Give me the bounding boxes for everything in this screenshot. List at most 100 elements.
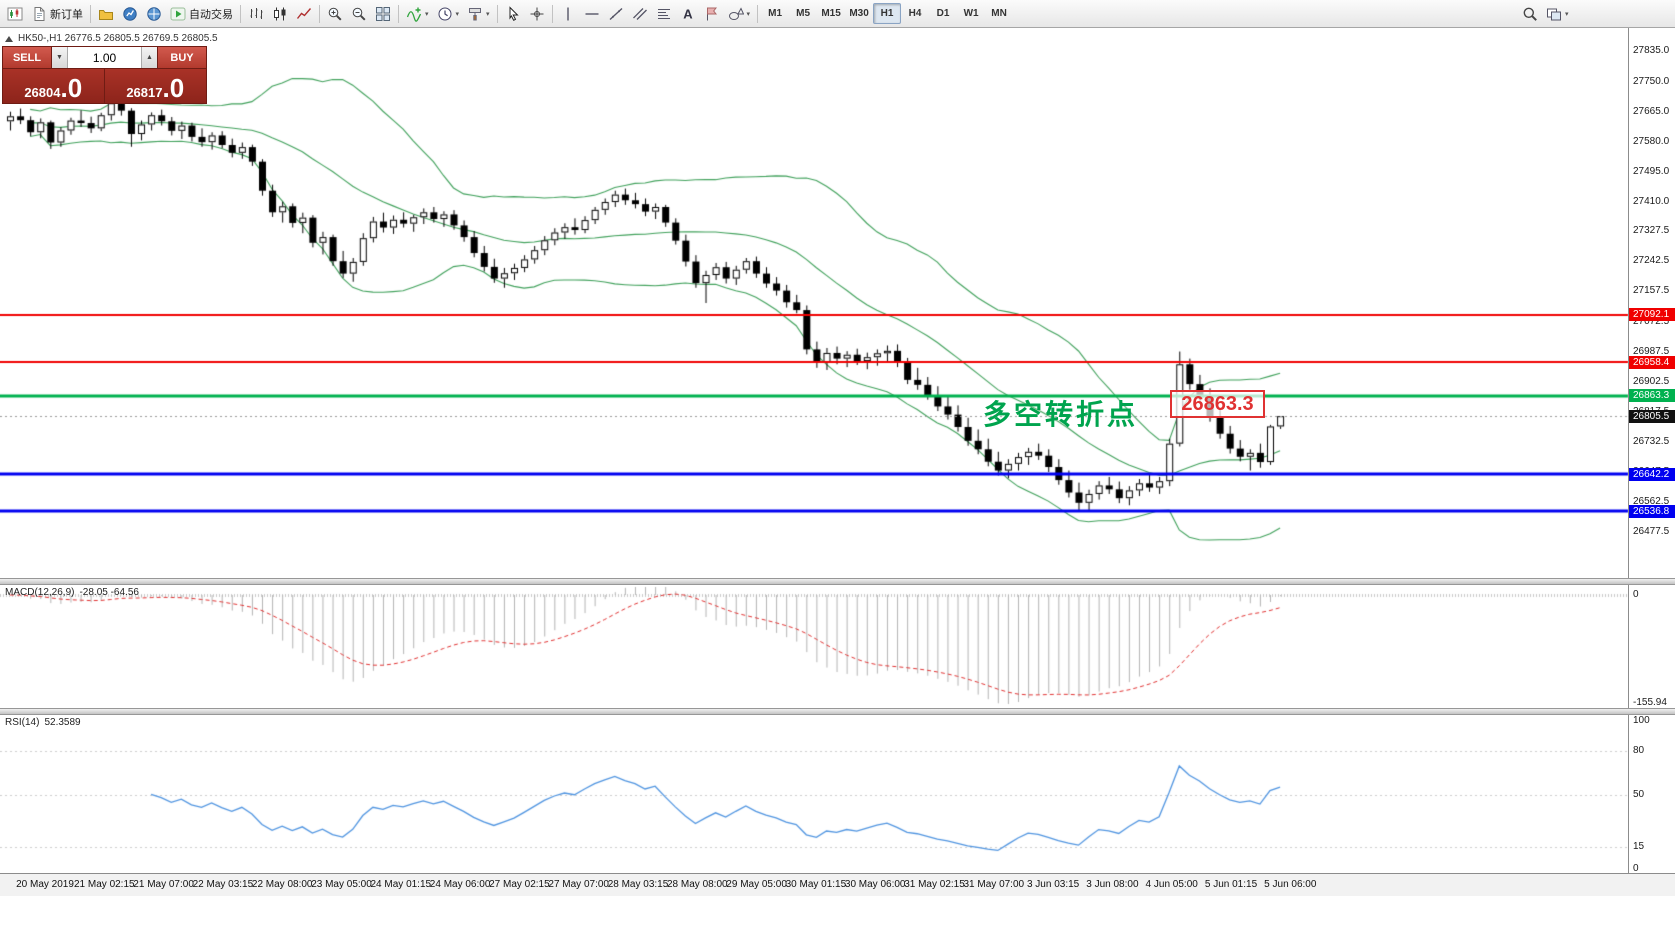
channel-tool-button[interactable] xyxy=(628,2,652,26)
dropdown-caret-icon: ▾ xyxy=(455,10,460,18)
channel-icon xyxy=(632,6,648,22)
new-order-button[interactable]: 新订单 xyxy=(27,2,87,26)
sell-button[interactable]: SELL xyxy=(3,47,52,68)
rsi-axis-label: 0 xyxy=(1633,863,1639,874)
window-layout-button[interactable]: ▾ xyxy=(1542,2,1573,26)
sell-price-main: 26804 xyxy=(24,85,61,100)
time-axis[interactable]: 20 May 2019 21 May 02:15 21 May 07:00 22 Ma… xyxy=(0,873,1675,896)
rsi-axis-label: 100 xyxy=(1633,715,1650,726)
profiles-folder-icon xyxy=(98,6,114,22)
pane-divider-rsi[interactable] xyxy=(0,708,1675,715)
zoom-out-button[interactable] xyxy=(347,2,371,26)
macd-values: -28.05 -64.56 xyxy=(79,587,139,598)
new-order-icon xyxy=(31,6,47,22)
new-chart-icon xyxy=(7,6,23,22)
time-axis-label: 30 May 06:00 xyxy=(844,879,906,890)
price-axis[interactable]: 27835.0 27750.0 27665.0 27580.0 27495.0 27410… xyxy=(1629,28,1675,896)
tile-windows-icon xyxy=(375,6,391,22)
navigator-icon xyxy=(146,6,162,22)
zoom-in-icon xyxy=(327,6,343,22)
new-chart-button[interactable] xyxy=(3,2,27,26)
timeframe-m1-button[interactable]: M1 xyxy=(768,8,783,19)
templates-button[interactable]: ▾ xyxy=(463,2,494,26)
volume-input[interactable] xyxy=(68,47,141,68)
label-flag-icon xyxy=(704,6,720,22)
time-axis-label: 5 Jun 01:15 xyxy=(1204,879,1258,890)
buy-price[interactable]: 26817 .0 xyxy=(104,69,206,103)
zoom-out-icon xyxy=(351,6,367,22)
window-layout-icon xyxy=(1546,6,1562,22)
profiles-button[interactable] xyxy=(94,2,118,26)
price-axis-tick: 26902.5 xyxy=(1633,375,1670,387)
timeframe-h4-button[interactable]: H4 xyxy=(908,8,922,19)
price-axis-tick: 27495.0 xyxy=(1633,165,1670,177)
main-toolbar: 新订单 自动交易 xyxy=(0,0,1675,28)
autotrading-button[interactable]: 自动交易 xyxy=(166,2,237,26)
bar-chart-mode-button[interactable] xyxy=(244,2,268,26)
timeframe-m5-button[interactable]: M5 xyxy=(796,8,811,19)
price-axis-tick: 27242.5 xyxy=(1633,255,1670,267)
timeframe-mn-button[interactable]: MN xyxy=(991,8,1007,19)
text-tool-button[interactable]: A xyxy=(676,2,700,26)
chart-canvas[interactable] xyxy=(0,28,1675,950)
time-axis-label: 27 May 07:00 xyxy=(548,879,609,890)
price-axis-tick: 27327.5 xyxy=(1633,225,1670,237)
symbol-search-button[interactable] xyxy=(1518,2,1542,26)
new-order-label: 新订单 xyxy=(50,8,83,21)
horizontal-line-tool-button[interactable] xyxy=(580,2,604,26)
volume-decrease-button[interactable]: ▼ xyxy=(52,47,68,68)
navigator-button[interactable] xyxy=(142,2,166,26)
price-level-badge: 26536.8 xyxy=(1629,504,1675,518)
sell-price[interactable]: 26804 .0 xyxy=(3,69,105,103)
price-axis-tick: 27750.0 xyxy=(1633,75,1670,87)
periods-button[interactable]: ▾ xyxy=(433,2,464,26)
autotrading-play-icon xyxy=(170,6,186,22)
toolbar-separator xyxy=(757,4,759,23)
tile-windows-button[interactable] xyxy=(371,2,395,26)
timeframe-m30-button[interactable]: M30 xyxy=(849,8,869,19)
timeframe-w1-button[interactable]: W1 xyxy=(963,8,979,19)
dropdown-caret-icon: ▾ xyxy=(425,10,429,18)
time-axis-label: 22 May 03:15 xyxy=(192,879,254,890)
candlestick-mode-button[interactable] xyxy=(268,2,292,26)
turning-point-annotation[interactable]: 多空转折点 xyxy=(983,399,1139,430)
rsi-value: 52.3589 xyxy=(44,717,81,728)
buy-price-main: 26817 xyxy=(126,85,163,100)
timeframe-d1-button[interactable]: D1 xyxy=(936,8,950,19)
buy-button[interactable]: BUY xyxy=(157,47,206,68)
sell-price-big-digit: .0 xyxy=(60,73,83,103)
time-axis-label: 30 May 01:15 xyxy=(785,879,847,890)
autotrading-label: 自动交易 xyxy=(189,8,233,21)
text-tool-icon: A xyxy=(680,6,696,22)
time-axis-label: 3 Jun 08:00 xyxy=(1086,879,1139,890)
shapes-tool-button[interactable]: ▾ xyxy=(724,2,755,26)
timeframe-m15-button[interactable]: M15 xyxy=(821,8,841,19)
zoom-in-button[interactable] xyxy=(323,2,347,26)
candlestick-icon xyxy=(272,6,288,22)
dropdown-caret-icon: ▾ xyxy=(746,10,751,18)
volume-increase-button[interactable]: ▲ xyxy=(141,47,157,68)
pane-divider-macd[interactable] xyxy=(0,578,1675,585)
market-watch-button[interactable] xyxy=(118,2,142,26)
trendline-tool-button[interactable] xyxy=(604,2,628,26)
timeframe-h1-button[interactable]: H1 xyxy=(873,3,902,24)
cursor-button[interactable] xyxy=(501,2,525,26)
periods-clock-icon xyxy=(437,6,453,22)
price-level-badge: 27092.1 xyxy=(1629,308,1675,322)
line-chart-mode-button[interactable] xyxy=(292,2,316,26)
toolbar-separator xyxy=(398,4,399,23)
indicators-icon xyxy=(406,6,422,22)
dropdown-caret-icon: ▾ xyxy=(1565,11,1569,18)
fibonacci-tool-button[interactable] xyxy=(652,2,676,26)
time-axis-label: 21 May 02:15 xyxy=(73,879,135,890)
label-tool-button[interactable] xyxy=(700,2,724,26)
price-axis-tick: 27157.5 xyxy=(1633,285,1670,297)
price-level-badge: 26958.4 xyxy=(1629,355,1675,369)
vertical-line-tool-button[interactable] xyxy=(556,2,580,26)
time-axis-label: 20 May 2019 xyxy=(16,879,74,890)
chart-window: HK50-,H1 26776.5 26805.5 26769.5 26805.5… xyxy=(0,28,1675,950)
indicators-button[interactable]: ▾ xyxy=(402,2,433,26)
crosshair-button[interactable] xyxy=(525,2,549,26)
level-price-annotation-box[interactable]: 26863.3 xyxy=(1170,390,1265,418)
price-level-badge: 26863.3 xyxy=(1629,389,1675,403)
